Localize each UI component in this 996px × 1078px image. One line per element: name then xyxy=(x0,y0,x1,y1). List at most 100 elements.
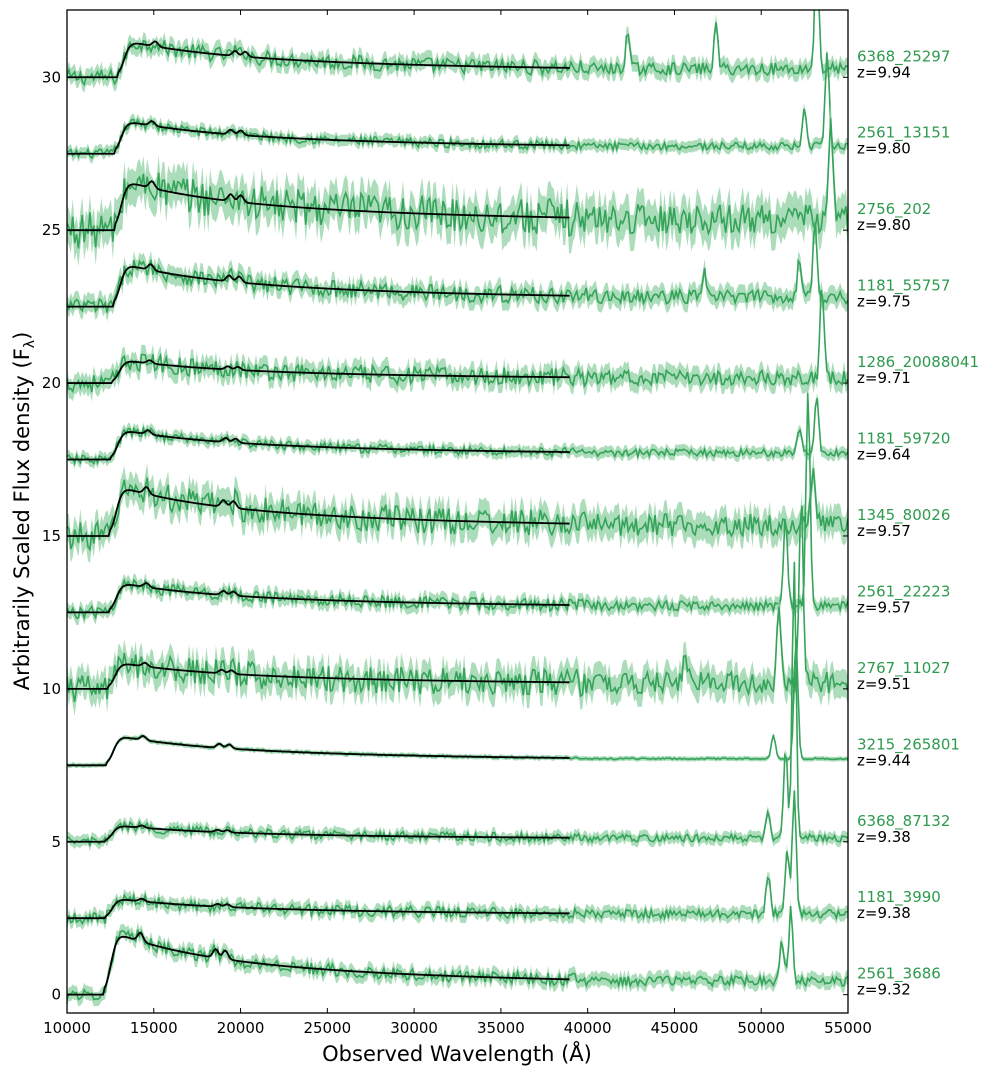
y-tick-label: 5 xyxy=(51,833,61,851)
series-label-name: 3215_265801 xyxy=(857,735,960,754)
x-tick-label: 20000 xyxy=(217,1019,265,1037)
data-line xyxy=(67,790,848,926)
error-band xyxy=(67,10,848,93)
error-band xyxy=(67,46,848,164)
x-tick-label: 35000 xyxy=(477,1019,525,1037)
series-label-redshift: z=9.80 xyxy=(857,140,911,158)
series-2767_11027 xyxy=(67,491,848,716)
x-tick-label: 40000 xyxy=(564,1019,612,1037)
series-label-name: 6368_25297 xyxy=(857,47,950,66)
x-axis-title: Observed Wavelength (Å) xyxy=(322,1040,592,1066)
y-axis-title-sub: λ xyxy=(22,340,38,348)
x-tick-label: 45000 xyxy=(651,1019,699,1037)
x-tick-label: 30000 xyxy=(390,1019,438,1037)
model-line xyxy=(67,661,570,690)
model-line xyxy=(67,40,570,79)
y-tick-label: 25 xyxy=(42,221,61,239)
x-tick-label: 50000 xyxy=(737,1019,785,1037)
series-label-redshift: z=9.75 xyxy=(857,293,911,311)
series-6368_25297 xyxy=(67,10,848,93)
y-tick-label: 20 xyxy=(42,374,61,392)
error-band xyxy=(67,385,848,626)
series-1181_55757 xyxy=(67,212,848,322)
data-line xyxy=(67,392,848,622)
series-2561_3686 xyxy=(67,899,848,1007)
series-1345_80026 xyxy=(67,454,848,564)
y-axis-ticks: 0 5 10 15 20 25 30 xyxy=(42,68,848,1004)
series-labels: 6368_25297z=9.942561_13151z=9.802756_202… xyxy=(857,47,979,998)
model-line xyxy=(67,429,570,461)
error-band xyxy=(67,212,848,322)
series-label-redshift: z=9.38 xyxy=(857,828,911,846)
series-label-name: 1181_55757 xyxy=(857,277,950,296)
series-label-redshift: z=9.94 xyxy=(857,63,911,81)
y-tick-label: 30 xyxy=(42,68,61,86)
series-label-name: 1345_80026 xyxy=(857,506,950,525)
y-axis-title-main: Arbitrarily Scaled Flux density (F xyxy=(10,348,34,690)
data-line xyxy=(67,221,848,314)
series-1286_20088041 xyxy=(67,280,848,402)
data-line xyxy=(67,10,848,87)
series-label-name: 1181_59720 xyxy=(857,430,950,449)
data-line xyxy=(67,117,848,249)
series-label-redshift: z=9.71 xyxy=(857,369,911,387)
plot-frame xyxy=(66,9,849,1014)
model-line xyxy=(67,263,570,308)
model-line xyxy=(67,120,570,155)
model-line xyxy=(67,897,570,920)
series-label-name: 2561_13151 xyxy=(857,124,950,143)
series-label-redshift: z=9.64 xyxy=(857,446,911,464)
model-line xyxy=(67,931,570,996)
series-label-redshift: z=9.44 xyxy=(857,751,911,769)
x-tick-label: 25000 xyxy=(303,1019,351,1037)
series-1181_3990 xyxy=(67,784,848,931)
data-line xyxy=(67,561,848,847)
model-line xyxy=(67,824,570,843)
series-1181_59720 xyxy=(67,392,848,470)
y-tick-label: 0 xyxy=(51,986,61,1004)
series-label-redshift: z=9.38 xyxy=(857,904,911,922)
y-axis-title: Arbitrarily Scaled Flux density (Fλ) xyxy=(10,332,38,691)
series-label-name: 1286_20088041 xyxy=(857,353,979,372)
error-band xyxy=(67,636,848,769)
x-axis-ticks: 10000 15000 20000 25000 30000 35000 40000 45000… xyxy=(43,10,872,1037)
model-line xyxy=(67,485,570,537)
x-tick-label: 15000 xyxy=(130,1019,178,1037)
series-2561_13151 xyxy=(67,46,848,164)
y-tick-label: 15 xyxy=(42,527,61,545)
series-label-name: 2767_11027 xyxy=(857,659,950,678)
series-layer xyxy=(67,10,848,1007)
y-tick-label: 10 xyxy=(42,680,61,698)
series-label-name: 2561_3686 xyxy=(857,965,941,984)
error-band xyxy=(67,99,848,267)
series-label-redshift: z=9.80 xyxy=(857,216,911,234)
data-line xyxy=(67,468,848,552)
series-label-name: 1181_3990 xyxy=(857,888,941,907)
model-line xyxy=(67,359,570,384)
series-label-redshift: z=9.57 xyxy=(857,598,911,616)
model-line xyxy=(67,582,570,614)
model-line xyxy=(67,734,570,767)
data-line xyxy=(67,52,848,160)
error-band xyxy=(67,454,848,564)
series-label-redshift: z=9.51 xyxy=(857,675,911,693)
series-label-name: 6368_87132 xyxy=(857,812,950,831)
x-tick-label: 55000 xyxy=(824,1019,872,1037)
series-label-name: 2756_202 xyxy=(857,200,931,219)
series-label-name: 2561_22223 xyxy=(857,582,950,601)
series-label-redshift: z=9.32 xyxy=(857,981,911,999)
x-tick-label: 10000 xyxy=(43,1019,91,1037)
data-line xyxy=(67,290,848,394)
data-line xyxy=(67,505,848,702)
error-band xyxy=(67,491,848,716)
error-band xyxy=(67,392,848,470)
series-3215_265801 xyxy=(67,636,848,769)
series-2756_202 xyxy=(67,99,848,267)
data-line xyxy=(67,906,848,1001)
series-6368_87132 xyxy=(67,556,848,852)
series-2561_22223 xyxy=(67,385,848,626)
y-axis-title-close: ) xyxy=(10,332,34,340)
series-label-redshift: z=9.57 xyxy=(857,522,911,540)
model-line xyxy=(67,180,570,232)
